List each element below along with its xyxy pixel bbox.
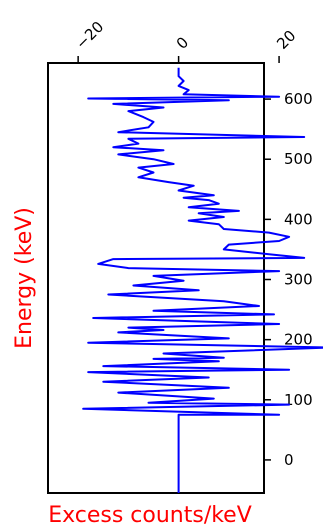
x-axis-ticks: −20 0 20 [72,18,299,63]
x-tick-label: −20 [72,18,107,53]
y-tick-label: 500 [284,150,313,168]
y-tick-label: 100 [284,391,313,409]
x-axis-title: Excess counts/keV [48,503,252,528]
y-tick-label: 300 [284,271,313,289]
plot-frame [47,62,265,494]
y-axis-title: Energy (keV) [12,207,37,349]
y-tick-label: 600 [284,90,313,108]
y-tick-label: 200 [284,331,313,349]
y-tick-label: 400 [284,210,313,228]
y-axis-ticks: 0 100 200 300 400 500 600 [264,90,313,469]
y-tick-label: 0 [284,451,294,469]
x-tick-label: 20 [273,27,299,53]
series-line [82,67,323,493]
x-tick-label: 0 [173,33,192,52]
